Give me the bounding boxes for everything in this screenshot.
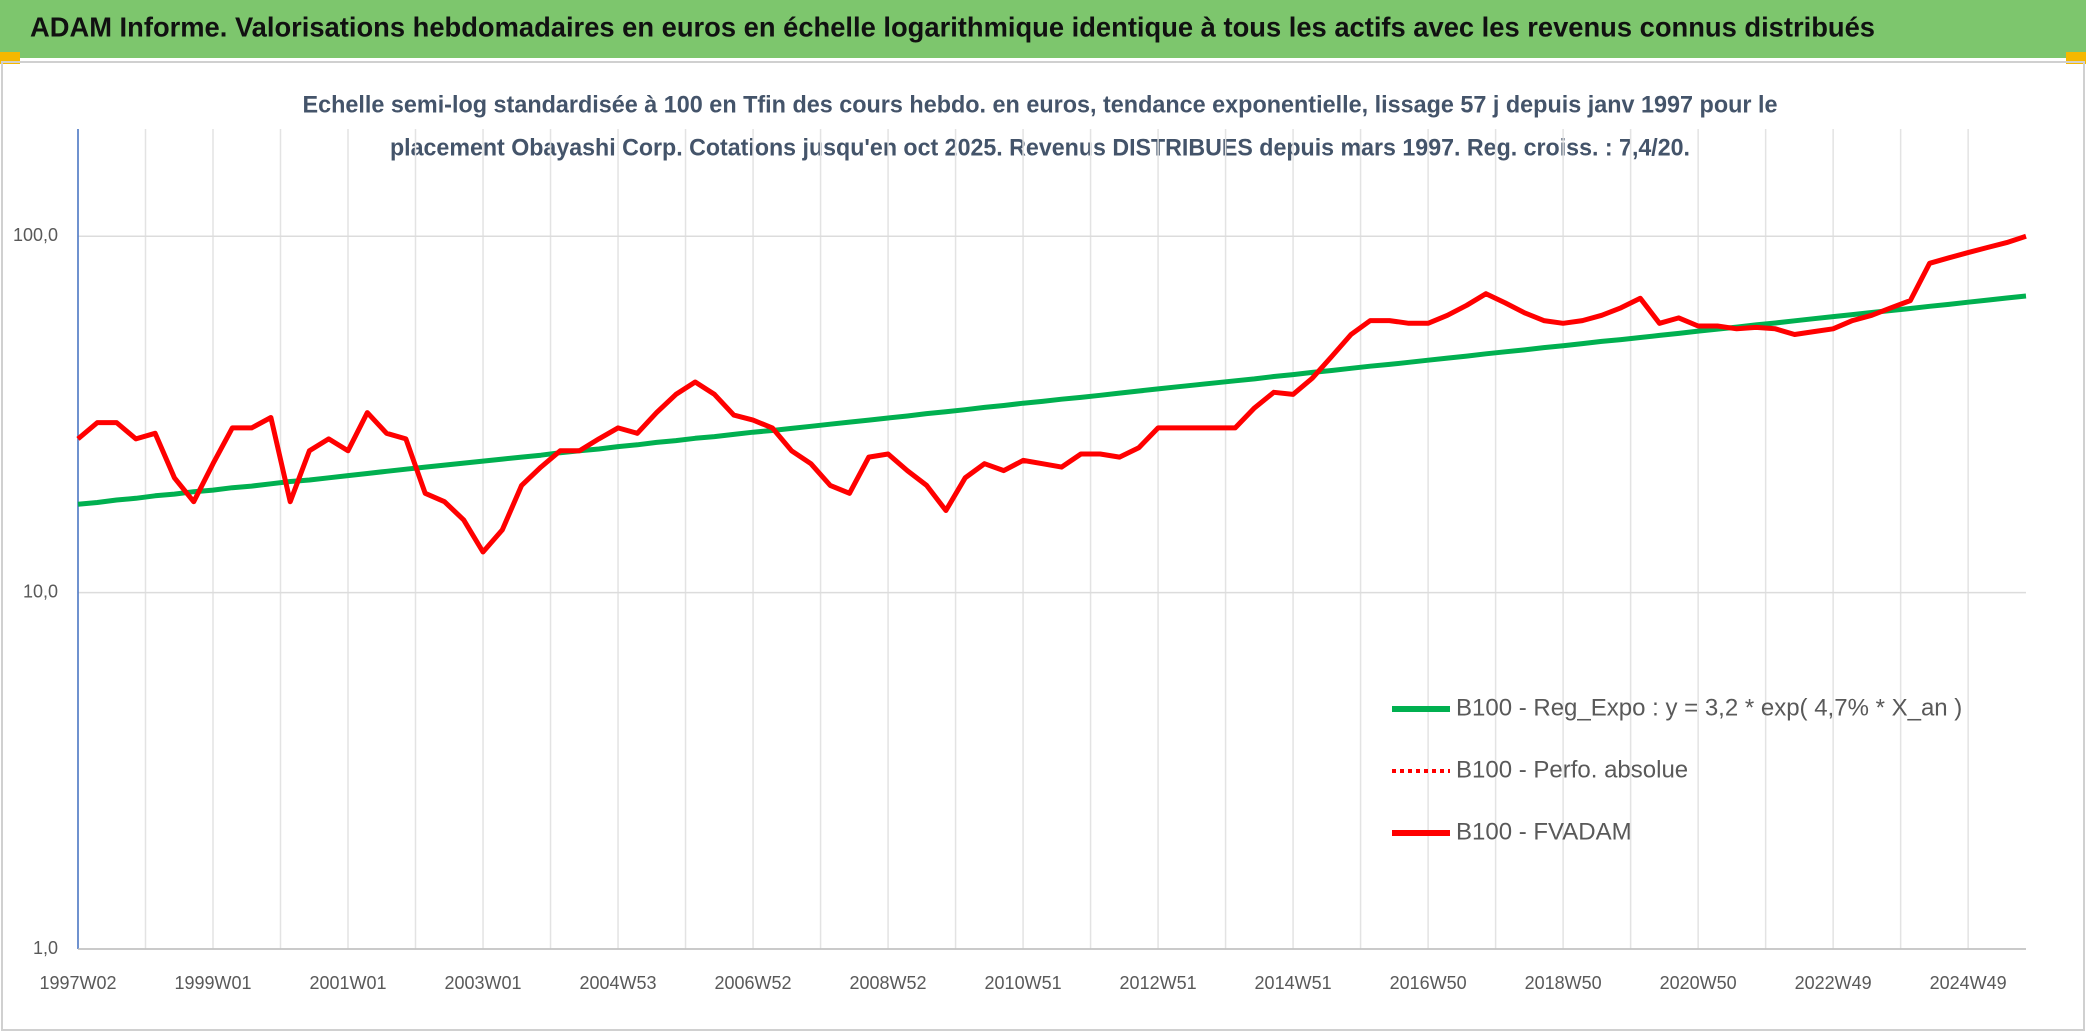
x-tick-label: 2003W01 <box>444 973 521 993</box>
y-tick-label: 10,0 <box>23 581 58 601</box>
y-tick-label: 1,0 <box>33 938 58 958</box>
x-tick-label: 2006W52 <box>715 973 792 993</box>
x-tick-label: 2018W50 <box>1525 973 1602 993</box>
legend-label: B100 - Reg_Expo : y = 3,2 * exp( 4,7% * … <box>1456 694 1962 721</box>
series-line <box>77 293 2027 507</box>
legend-label: B100 - FVADAM <box>1456 818 1632 845</box>
y-tick-label: 100,0 <box>13 225 58 245</box>
legend-label: B100 - Perfo. absolue <box>1456 756 1688 783</box>
chart-subtitle: placement Obayashi Corp. Cotations jusqu… <box>390 134 1690 161</box>
x-tick-label: 2024W49 <box>1930 973 2007 993</box>
x-tick-label: 2016W50 <box>1390 973 1467 993</box>
x-tick-label: 2008W52 <box>850 973 927 993</box>
x-tick-label: 2004W53 <box>580 973 657 993</box>
x-tick-label: 2010W51 <box>985 973 1062 993</box>
chart-frame <box>1 61 2085 1031</box>
x-tick-label: 2022W49 <box>1795 973 1872 993</box>
x-tick-label: 1999W01 <box>174 973 251 993</box>
chart-subtitle: Echelle semi-log standardisée à 100 en T… <box>303 91 1778 118</box>
title-bar <box>0 0 2086 58</box>
x-tick-label: 2001W01 <box>309 973 386 993</box>
x-tick-label: 1997W02 <box>39 973 116 993</box>
series-line <box>76 233 2027 555</box>
chart-title: ADAM Informe. Valorisations hebdomadaire… <box>30 11 1875 42</box>
x-tick-label: 2012W51 <box>1120 973 1197 993</box>
x-tick-label: 2014W51 <box>1255 973 1332 993</box>
x-tick-label: 2020W50 <box>1660 973 1737 993</box>
